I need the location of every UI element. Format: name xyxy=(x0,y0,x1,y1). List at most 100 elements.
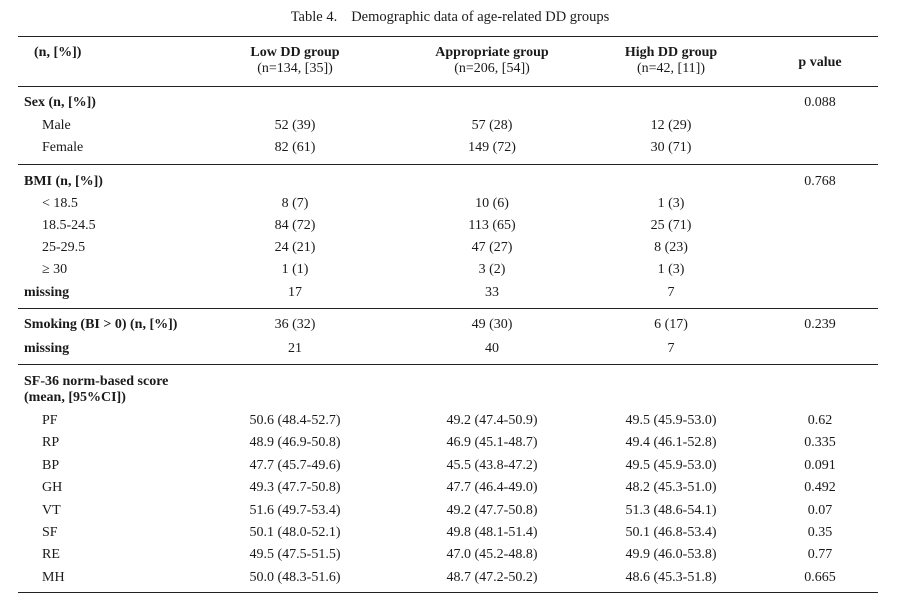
cell-value: 51.6 (49.7-53.4) xyxy=(249,503,341,518)
bmi-p: 0.768 xyxy=(804,174,836,189)
row-label: MH xyxy=(42,570,65,585)
row-label: PF xyxy=(42,413,58,428)
cell-pvalue: 0.335 xyxy=(804,435,836,450)
cell-value: 50.1 (48.0-52.1) xyxy=(249,525,341,540)
cell-value: 49.5 (47.5-51.5) xyxy=(249,547,341,562)
cell-value: 49 (30) xyxy=(471,317,513,332)
sex-title: Sex (n, [%]) xyxy=(24,95,96,110)
cell-value: 47 (27) xyxy=(471,240,513,255)
cell-value: 21 xyxy=(288,341,302,356)
cell-value: 50.0 (48.3-51.6) xyxy=(249,570,341,585)
cell-value: 24 (21) xyxy=(274,240,316,255)
sf36-subtitle: (mean, [95%CI]) xyxy=(24,390,126,405)
cell-value: 47.7 (45.7-49.6) xyxy=(249,458,341,473)
cell-value: 49.5 (45.9-53.0) xyxy=(625,458,717,473)
cell-value: 36 (32) xyxy=(274,317,316,332)
header-appropriate-name: Appropriate group xyxy=(435,45,549,60)
cell-value: 17 xyxy=(288,285,302,300)
cell-pvalue: 0.091 xyxy=(804,458,836,473)
row-label: 18.5-24.5 xyxy=(42,218,96,233)
row-label-missing: missing xyxy=(24,341,70,356)
smoking-p: 0.239 xyxy=(804,317,836,332)
cell-value: 8 (7) xyxy=(281,196,309,211)
header-pvalue: p value xyxy=(798,55,842,70)
smoking-title: Smoking (BI > 0) (n, [%]) xyxy=(24,317,178,332)
cell-value: 3 (2) xyxy=(478,262,506,277)
cell-value: 57 (28) xyxy=(471,118,513,133)
cell-value: 49.2 (47.4-50.9) xyxy=(446,413,538,428)
cell-value: 30 (71) xyxy=(650,140,692,155)
header-low-dd-name: Low DD group xyxy=(250,45,340,60)
header-appropriate-n: (n=206, [54]) xyxy=(454,61,530,76)
cell-value: 49.3 (47.7-50.8) xyxy=(249,480,341,495)
cell-value: 1 (3) xyxy=(657,262,685,277)
top-rule xyxy=(18,36,878,37)
cell-value: 25 (71) xyxy=(650,218,692,233)
cell-value: 50.6 (48.4-52.7) xyxy=(249,413,341,428)
cell-value: 48.6 (45.3-51.8) xyxy=(625,570,717,585)
row-label: VT xyxy=(42,503,61,518)
cell-value: 149 (72) xyxy=(468,140,516,155)
row-label: ≥ 30 xyxy=(42,262,68,277)
cell-pvalue: 0.07 xyxy=(807,503,833,518)
header-low-dd-n: (n=134, [35]) xyxy=(257,61,333,76)
row-label: GH xyxy=(42,480,63,495)
section-rule xyxy=(18,308,878,309)
cell-value: 1 (3) xyxy=(657,196,685,211)
header-high-dd: High DD group (n=42, [11]) xyxy=(556,45,786,77)
cell-value: 45.5 (43.8-47.2) xyxy=(446,458,538,473)
bmi-title: BMI (n, [%]) xyxy=(24,174,103,189)
cell-value: 49.9 (46.0-53.8) xyxy=(625,547,717,562)
header-appropriate: Appropriate group (n=206, [54]) xyxy=(377,45,607,77)
sf36-title: SF-36 norm-based score xyxy=(24,374,169,389)
sex-p: 0.088 xyxy=(804,95,836,110)
bottom-rule xyxy=(18,592,878,593)
cell-value: 46.9 (45.1-48.7) xyxy=(446,435,538,450)
header-high-dd-name: High DD group xyxy=(624,45,718,60)
header-high-dd-n: (n=42, [11]) xyxy=(636,61,706,76)
row-label: 25-29.5 xyxy=(42,240,86,255)
cell-value: 7 xyxy=(667,285,675,300)
cell-value: 7 xyxy=(667,341,675,356)
header-low-dd: Low DD group (n=134, [35]) xyxy=(180,45,410,77)
row-label: RP xyxy=(42,435,60,450)
table-title: Demographic data of age-related DD group… xyxy=(351,9,610,25)
table-number: Table 4. xyxy=(290,9,338,25)
cell-value: 47.7 (46.4-49.0) xyxy=(446,480,538,495)
cell-value: 113 (65) xyxy=(468,218,516,233)
cell-value: 48.7 (47.2-50.2) xyxy=(446,570,538,585)
cell-value: 49.2 (47.7-50.8) xyxy=(446,503,538,518)
cell-value: 8 (23) xyxy=(654,240,688,255)
cell-value: 49.4 (46.1-52.8) xyxy=(625,435,717,450)
header-col0: (n, [%]) xyxy=(34,45,82,60)
row-label-missing: missing xyxy=(24,285,70,300)
cell-value: 48.9 (46.9-50.8) xyxy=(249,435,341,450)
cell-value: 49.8 (48.1-51.4) xyxy=(446,525,538,540)
section-rule xyxy=(18,164,878,165)
header-rule xyxy=(18,86,878,87)
cell-value: 1 (1) xyxy=(281,262,309,277)
cell-value: 40 xyxy=(485,341,499,356)
row-label: BP xyxy=(42,458,60,473)
cell-pvalue: 0.492 xyxy=(804,480,836,495)
cell-value: 84 (72) xyxy=(274,218,316,233)
cell-value: 12 (29) xyxy=(650,118,692,133)
row-label: SF xyxy=(42,525,58,540)
cell-pvalue: 0.62 xyxy=(807,413,833,428)
cell-value: 82 (61) xyxy=(274,140,316,155)
cell-value: 51.3 (48.6-54.1) xyxy=(625,503,717,518)
row-label: Male xyxy=(42,118,71,133)
section-rule xyxy=(18,364,878,365)
cell-value: 52 (39) xyxy=(274,118,316,133)
cell-value: 47.0 (45.2-48.8) xyxy=(446,547,538,562)
cell-value: 49.5 (45.9-53.0) xyxy=(625,413,717,428)
cell-value: 50.1 (46.8-53.4) xyxy=(625,525,717,540)
cell-pvalue: 0.77 xyxy=(807,547,833,562)
row-label: RE xyxy=(42,547,60,562)
cell-value: 10 (6) xyxy=(475,196,509,211)
cell-pvalue: 0.665 xyxy=(804,570,836,585)
table-caption: Table 4. Demographic data of age-related … xyxy=(0,9,900,26)
cell-value: 48.2 (45.3-51.0) xyxy=(625,480,717,495)
cell-value: 33 xyxy=(485,285,499,300)
row-label: Female xyxy=(42,140,84,155)
